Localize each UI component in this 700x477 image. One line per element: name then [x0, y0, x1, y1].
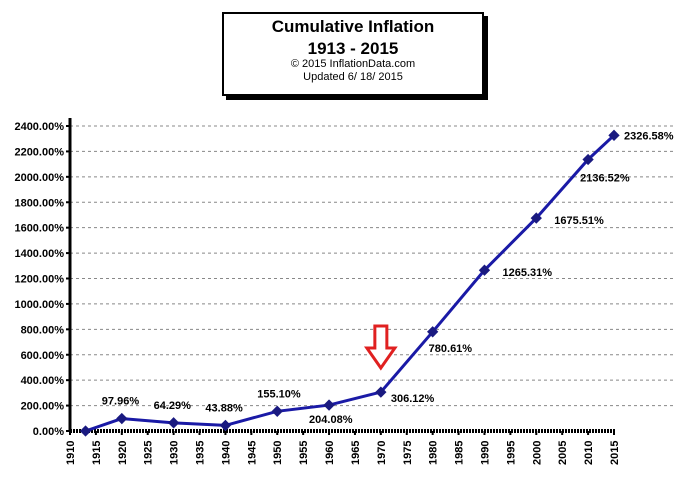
- updated-date: Updated 6/ 18/ 2015: [303, 71, 403, 83]
- y-tick-label: 2000.00%: [14, 172, 64, 184]
- x-tick-label: 1945: [246, 441, 258, 465]
- x-tick-label: 1950: [272, 441, 284, 465]
- x-tick-label: 1960: [324, 441, 336, 465]
- x-tick-label: 1910: [65, 441, 77, 465]
- x-tick-label: 1930: [169, 441, 181, 465]
- y-tick-label: 1200.00%: [14, 274, 64, 286]
- data-point: [530, 212, 542, 224]
- x-tick-label: 1980: [428, 441, 440, 465]
- y-tick-label: 1000.00%: [14, 299, 64, 311]
- data-point: [116, 412, 128, 425]
- y-tick-label: 2400.00%: [14, 121, 64, 133]
- data-label: 204.08%: [309, 414, 353, 426]
- x-tick-label: 1970: [376, 441, 388, 465]
- data-label: 97.96%: [102, 396, 140, 408]
- data-label: 43.88%: [205, 402, 243, 414]
- data-label: 2136.52%: [580, 172, 630, 184]
- x-tick-label: 1965: [350, 441, 362, 465]
- x-tick-label: 1975: [402, 441, 414, 465]
- data-point: [79, 425, 92, 437]
- data-point: [582, 153, 594, 166]
- data-point: [271, 405, 283, 417]
- y-tick-label: 1400.00%: [14, 248, 64, 260]
- x-tick-label: 1925: [143, 441, 155, 465]
- data-label: 155.10%: [257, 388, 301, 400]
- data-label: 1265.31%: [502, 267, 552, 279]
- data-label: 2326.58%: [624, 130, 674, 142]
- y-tick-label: 800.00%: [21, 324, 65, 336]
- data-point: [375, 386, 387, 398]
- y-tick-label: 0.00%: [33, 426, 64, 438]
- x-tick-label: 1915: [91, 441, 103, 465]
- x-tick-label: 1935: [195, 441, 207, 465]
- data-label: 306.12%: [391, 393, 435, 405]
- data-point: [427, 326, 439, 338]
- data-label: 780.61%: [429, 343, 473, 355]
- x-tick-label: 1920: [117, 441, 129, 465]
- series-line: [85, 134, 616, 433]
- x-tick-label: 2005: [557, 441, 569, 465]
- y-tick-label: 2200.00%: [14, 146, 64, 158]
- data-point: [167, 417, 180, 429]
- y-tick-label: 200.00%: [21, 401, 65, 413]
- chart-title: Cumulative Inflation: [271, 17, 435, 36]
- x-tick-label: 2015: [609, 441, 621, 465]
- x-tick-label: 1940: [220, 441, 232, 465]
- data-label: 1675.51%: [554, 215, 604, 227]
- y-tick-label: 600.00%: [21, 350, 65, 362]
- x-tick-label: 1955: [298, 441, 310, 465]
- down-arrow-icon: [363, 324, 398, 371]
- copyright: © 2015 InflationData.com: [290, 58, 416, 70]
- x-tick-label: 1990: [479, 441, 491, 465]
- y-tick-label: 400.00%: [21, 375, 65, 387]
- chart-subtitle: 1913 - 2015: [307, 39, 399, 58]
- data-point: [478, 264, 491, 276]
- x-tick-label: 1995: [505, 441, 517, 465]
- y-tick-label: 1600.00%: [14, 223, 64, 235]
- data-point: [219, 419, 232, 432]
- x-tick-label: 2010: [583, 441, 595, 465]
- data-label: 64.29%: [154, 400, 192, 412]
- x-tick-label: 1985: [454, 441, 466, 465]
- y-tick-label: 1800.00%: [14, 197, 64, 209]
- x-tick-label: 2000: [531, 441, 543, 465]
- title-box: Cumulative Inflation 1913 - 2015 © 2015 …: [222, 12, 484, 96]
- data-point: [323, 399, 335, 411]
- data-point: [608, 129, 620, 141]
